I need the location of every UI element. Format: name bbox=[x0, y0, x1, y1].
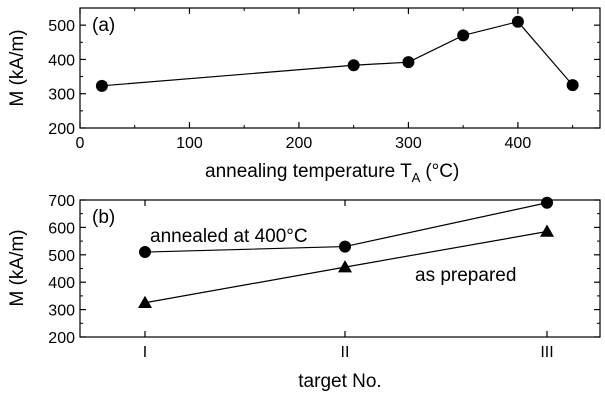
data-point-a bbox=[511, 15, 524, 28]
series-lines-b bbox=[144, 202, 548, 304]
panel-label-a: (a) bbox=[92, 15, 115, 36]
panel-label-b: (b) bbox=[92, 207, 115, 228]
data-point-as-prepared bbox=[138, 295, 152, 308]
x-tick-label-a: 400 bbox=[505, 135, 532, 152]
y-tick-label-a: 500 bbox=[48, 18, 75, 35]
x-tick-label-a: 200 bbox=[286, 135, 313, 152]
x-tick-label-a: 100 bbox=[176, 135, 203, 152]
data-point-annealed bbox=[139, 246, 151, 259]
y-tick-label-a: 400 bbox=[48, 52, 75, 69]
x-tick-label-b: II bbox=[341, 344, 350, 361]
y-tick-label-b: 700 bbox=[48, 193, 75, 210]
x-axis-title-a: annealing temperature TA (°C) bbox=[205, 161, 459, 185]
y-axis-title-b: M (kA/m) bbox=[7, 229, 28, 306]
y-tick-label-b: 300 bbox=[48, 303, 75, 320]
y-tick-label-b: 600 bbox=[48, 220, 75, 237]
x-tick-label-b: I bbox=[143, 344, 147, 361]
series-points-b bbox=[138, 196, 554, 308]
y-axis-title-a: M (kA/m) bbox=[7, 29, 28, 106]
x-axis-title-b: target No. bbox=[298, 371, 381, 392]
x-tick-label-b: III bbox=[540, 344, 553, 361]
series-line bbox=[101, 21, 574, 87]
axis-ticks-a: 0 100 200 300 400 200 300 400 500 bbox=[48, 8, 600, 152]
data-point-as-prepared bbox=[338, 260, 352, 273]
x-tick-label-a: 0 bbox=[76, 135, 85, 152]
data-point-annealed bbox=[339, 240, 351, 253]
panel-a: (a) 0 100 200 300 400 200 300 400 500 annealing … bbox=[7, 7, 601, 185]
y-tick-label-b: 500 bbox=[48, 248, 75, 265]
data-point-a bbox=[566, 79, 579, 92]
data-point-a bbox=[347, 59, 360, 72]
annotation-annealed: annealed at 400°C bbox=[150, 226, 308, 247]
y-tick-label-b: 400 bbox=[48, 275, 75, 292]
x-tick-label-a: 300 bbox=[395, 135, 422, 152]
y-tick-label-a: 300 bbox=[48, 87, 75, 104]
plot-frame-a bbox=[79, 7, 601, 129]
series-line-a bbox=[101, 21, 574, 87]
data-point-a bbox=[402, 56, 415, 69]
y-tick-label-b: 200 bbox=[48, 330, 75, 347]
annotation-as-prepared: as prepared bbox=[415, 265, 516, 286]
series-points-a bbox=[95, 15, 579, 92]
data-point-as-prepared bbox=[540, 224, 554, 237]
y-tick-label-a: 200 bbox=[48, 121, 75, 138]
data-point-a bbox=[457, 29, 470, 42]
data-point-annealed bbox=[541, 196, 553, 209]
data-point-a bbox=[95, 79, 108, 92]
